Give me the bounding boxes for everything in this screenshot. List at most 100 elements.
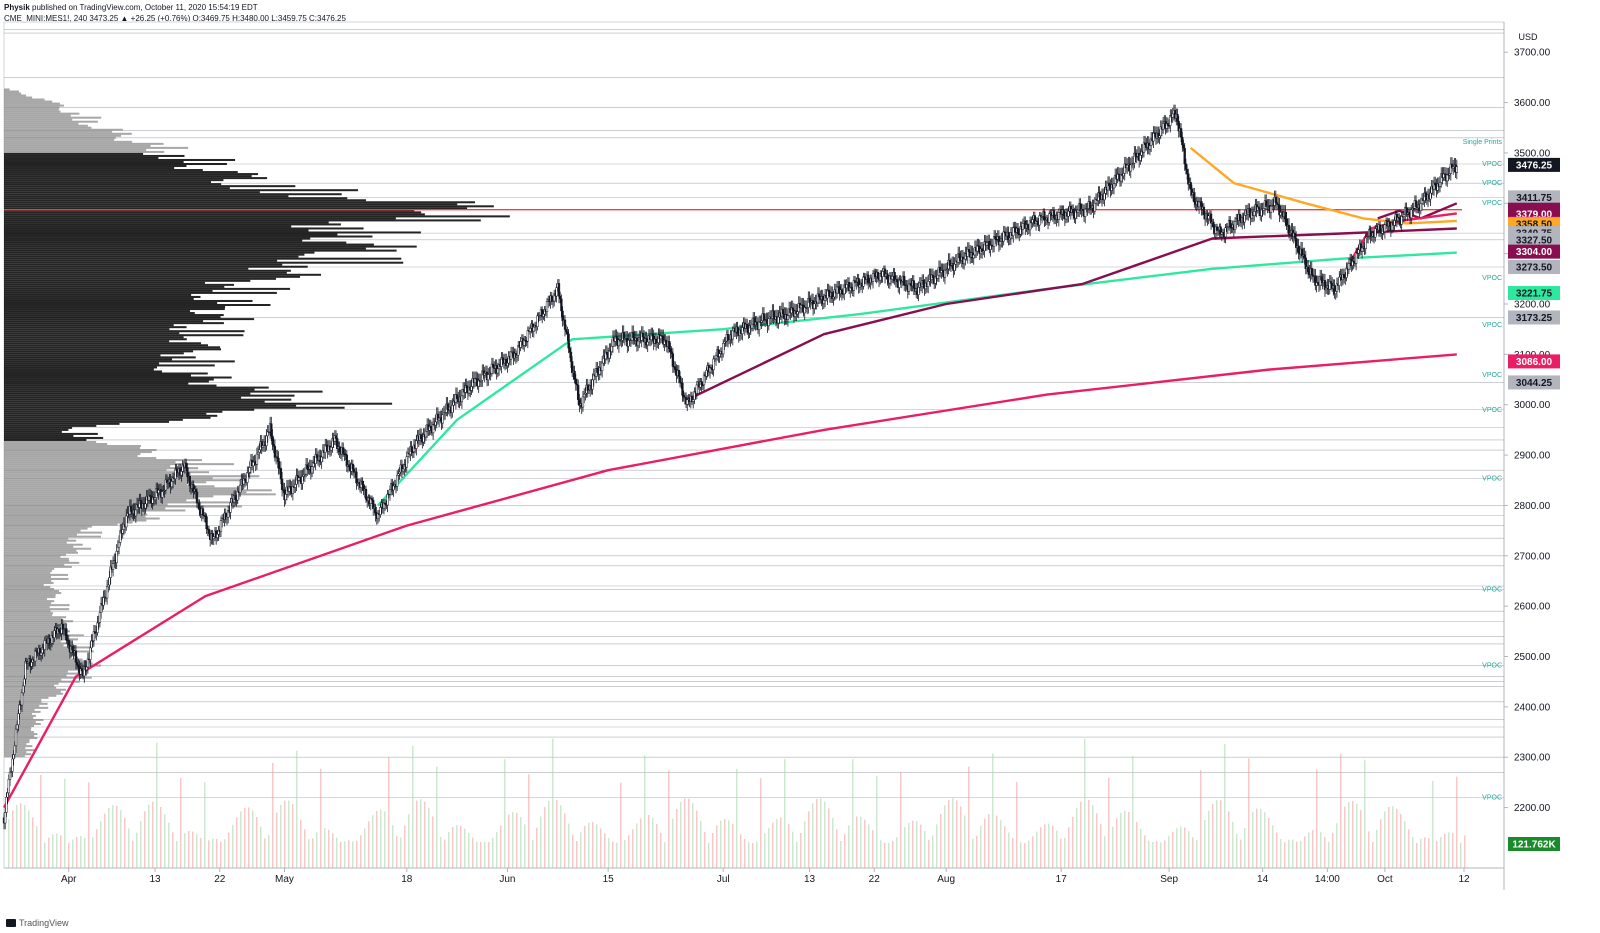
candle-body xyxy=(134,509,138,517)
candle-body xyxy=(1043,211,1046,221)
volume-profile-bar xyxy=(4,455,138,458)
candle-body xyxy=(1072,209,1075,214)
volume-bar xyxy=(424,801,426,868)
y-tick-label: 2200.00 xyxy=(1514,803,1551,814)
volume-profile-bar xyxy=(4,114,71,117)
volume-bar xyxy=(756,841,758,868)
volume-bar xyxy=(556,800,558,868)
volume-bar xyxy=(432,816,434,868)
volume-bar xyxy=(988,814,990,868)
volume-profile-bar xyxy=(4,634,84,637)
candle-body xyxy=(922,280,925,286)
volume-profile-bar xyxy=(4,442,108,445)
author-name[interactable]: Physik xyxy=(4,3,30,12)
volume-profile-bar xyxy=(4,674,67,677)
candle-body xyxy=(301,476,304,484)
volume-bar xyxy=(300,819,302,868)
volume-bar xyxy=(732,823,734,868)
volume-profile-bar xyxy=(4,152,144,155)
candle-body xyxy=(1378,224,1382,232)
candle-body xyxy=(1193,192,1196,203)
volume-bar xyxy=(840,840,842,868)
candle-body xyxy=(1364,237,1367,249)
volume-bar xyxy=(1440,837,1442,868)
candle-body xyxy=(1184,163,1188,170)
volume-bar xyxy=(560,805,562,868)
volume-bar xyxy=(92,837,94,868)
tradingview-brand[interactable]: TradingView xyxy=(19,918,69,928)
volume-bar xyxy=(404,825,406,868)
candle-body xyxy=(1434,182,1437,186)
y-tick-label: 2500.00 xyxy=(1514,652,1551,663)
volume-profile-bar xyxy=(4,668,82,671)
volume-profile-bar xyxy=(4,612,54,615)
candle-body xyxy=(345,454,348,467)
candle-body xyxy=(1067,210,1070,217)
candle-body xyxy=(1269,205,1273,213)
volume-profile-bar xyxy=(4,146,189,149)
volume-bar xyxy=(1368,831,1370,868)
volume-bar xyxy=(1008,832,1010,868)
candle-body xyxy=(315,454,319,458)
candle-body xyxy=(1262,208,1265,211)
volume-profile-bar xyxy=(4,628,58,631)
volume-bar xyxy=(1396,808,1398,868)
candle-body xyxy=(705,370,708,377)
volume-profile-bar xyxy=(4,318,255,321)
price-badge xyxy=(1508,157,1560,172)
volume-bar xyxy=(1436,841,1438,868)
candle-body xyxy=(273,446,277,458)
volume-profile-bar xyxy=(4,394,295,397)
volume-bar xyxy=(52,834,54,868)
volume-bar xyxy=(1076,807,1078,868)
volume-bar xyxy=(184,833,186,868)
candle-body xyxy=(876,271,879,279)
candle-body xyxy=(736,326,739,334)
symbol-label[interactable]: CME_MINI:MES1!, 240 xyxy=(4,14,88,23)
candle-body xyxy=(338,446,341,453)
candle-body xyxy=(186,467,189,478)
candle-body xyxy=(565,329,568,332)
volume-bar xyxy=(552,738,554,868)
volume-bar xyxy=(116,805,118,868)
price-badge xyxy=(1508,354,1560,369)
volume-profile-bar xyxy=(4,185,296,188)
candle-body xyxy=(1026,224,1029,229)
volume-profile-bar xyxy=(4,720,36,723)
candle-body xyxy=(161,491,164,498)
candle-body xyxy=(678,376,682,383)
volume-bar xyxy=(248,807,250,868)
volume-profile-bar xyxy=(4,326,187,329)
y-tick-label: 3700.00 xyxy=(1514,48,1551,59)
volume-profile-bar xyxy=(4,207,468,210)
volume-bar xyxy=(1428,838,1430,868)
volume-profile-bar xyxy=(4,334,244,337)
candle-body xyxy=(415,440,418,449)
volume-profile-bar xyxy=(4,537,69,540)
candle-body xyxy=(555,287,558,297)
volume-profile-bar xyxy=(4,579,52,582)
volume-bar xyxy=(940,813,942,868)
candle-body xyxy=(194,488,197,493)
candle-body xyxy=(750,323,754,329)
candle-body xyxy=(294,484,297,488)
volume-bar xyxy=(1120,812,1122,868)
volume-profile-bar xyxy=(4,167,175,170)
volume-profile-bar xyxy=(4,239,303,242)
volume-bar xyxy=(28,810,30,868)
volume-bar xyxy=(584,825,586,868)
volume-bar xyxy=(1000,820,1002,868)
volume-bar xyxy=(668,770,670,868)
volume-bar xyxy=(420,799,422,868)
volume-bar xyxy=(460,825,462,868)
candle-body xyxy=(170,481,173,487)
volume-bar xyxy=(872,830,874,868)
volume-bar xyxy=(336,837,338,868)
volume-profile-bar xyxy=(4,418,183,421)
volume-bar xyxy=(212,838,214,868)
volume-bar xyxy=(384,811,386,868)
volume-profile-bar xyxy=(4,287,291,290)
candle-body xyxy=(8,771,12,780)
volume-profile-bar xyxy=(4,271,287,274)
